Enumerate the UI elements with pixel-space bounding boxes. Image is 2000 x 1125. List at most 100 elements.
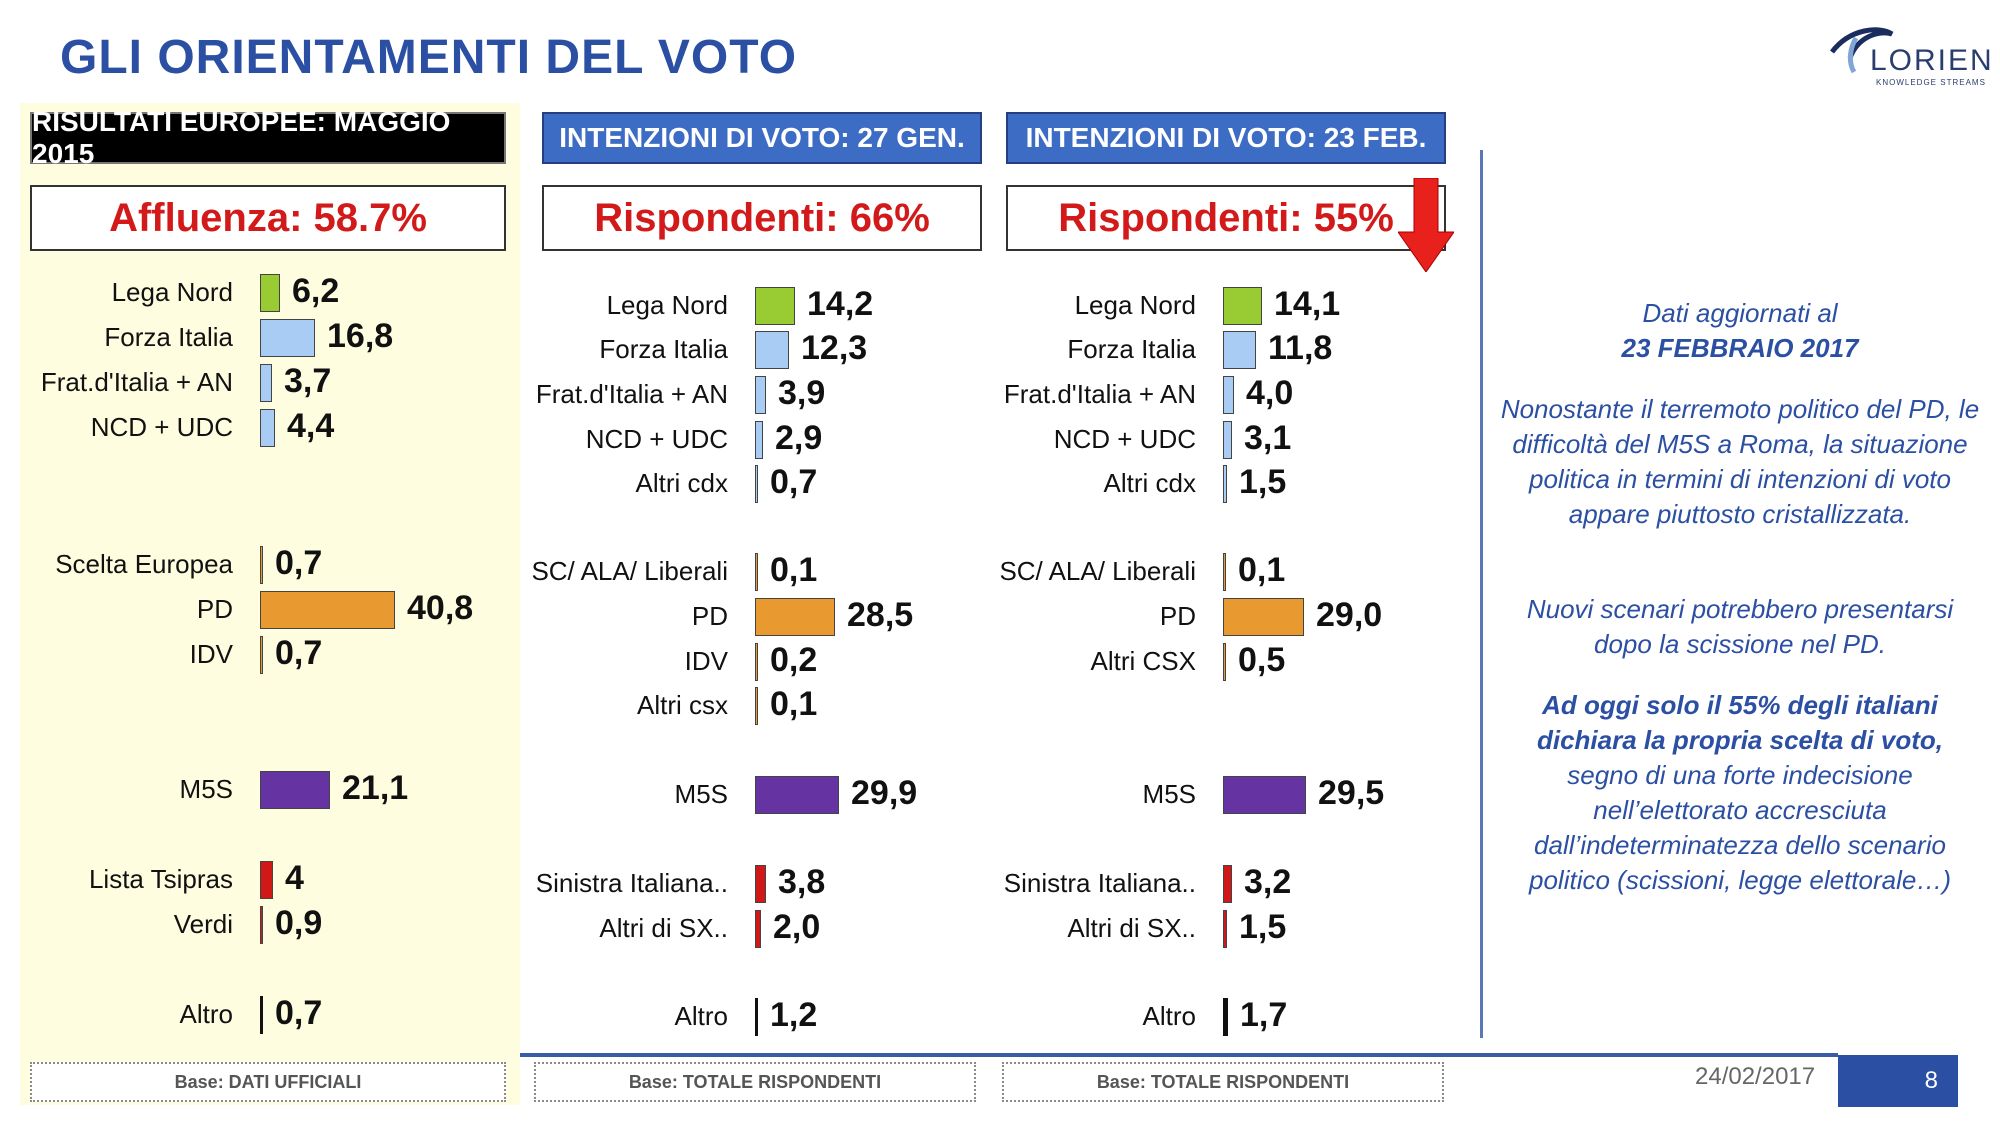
bar-value-label: 1,7 [1240, 996, 1288, 1034]
bar [1223, 287, 1262, 325]
party-label: Lega Nord [606, 290, 728, 320]
party-label: PD [1159, 601, 1196, 631]
party-label: PD [691, 601, 728, 631]
party-label: Altro [1142, 1001, 1196, 1031]
bar-value-label: 1,5 [1239, 908, 1287, 946]
col1-base: Base: DATI UFFICIALI [30, 1062, 506, 1102]
bar-value-label: 4,0 [1246, 374, 1294, 412]
page-title: GLI ORIENTAMENTI DEL VOTO [60, 31, 798, 84]
bar-value-label: 0,1 [770, 551, 818, 589]
bar-value-label: 0,7 [275, 994, 323, 1032]
bar [1223, 553, 1226, 591]
col1-header: RISULTATI EUROPEE: MAGGIO 2015 [30, 106, 506, 169]
decrease-arrow-icon [1398, 178, 1454, 272]
bar [260, 906, 263, 944]
bar [1223, 643, 1226, 681]
party-label: Altro [179, 999, 233, 1029]
col3-base: Base: TOTALE RISPONDENTI [1002, 1062, 1444, 1102]
bar [755, 998, 758, 1036]
party-label: Altri cdx [1103, 468, 1196, 498]
logo-tagline: KNOWLEDGE STREAMS [1876, 78, 1986, 87]
note-scenarios: Nuovi scenari potrebbero presentarsi dop… [1526, 594, 1954, 659]
bar [755, 331, 789, 369]
bar [755, 910, 761, 948]
bar-value-label: 3,7 [284, 362, 332, 400]
bar [1223, 421, 1232, 459]
bar-value-label: 40,8 [407, 589, 474, 627]
party-label: M5S [179, 774, 233, 804]
party-label: Altri cdx [635, 468, 728, 498]
bar-value-label: 16,8 [327, 317, 394, 355]
bar-value-label: 3,9 [778, 374, 826, 412]
party-label: Altri di SX.. [1067, 913, 1196, 943]
bar [260, 996, 263, 1034]
bar [1223, 910, 1227, 948]
bar [755, 287, 795, 325]
party-label: Forza Italia [599, 334, 728, 364]
col3-subtitle: Rispondenti: 55% [1006, 185, 1446, 251]
bar [1223, 376, 1234, 414]
bar-value-label: 4,4 [287, 407, 335, 445]
party-label: IDV [684, 646, 728, 676]
note-updated-date: 23 FEBBRAIO 2017 [1621, 333, 1859, 363]
page-number: 8 [1838, 1055, 1958, 1107]
note-undecided-rest: segno di una forte indecisione nell’elet… [1529, 760, 1951, 895]
bar-value-label: 11,8 [1268, 329, 1333, 367]
bar [1223, 776, 1306, 814]
lorien-logo: LORIEN KNOWLEDGE STREAMS [1820, 18, 2000, 93]
party-label: Frat.d'Italia + AN [1003, 379, 1196, 409]
bar-value-label: 0,7 [275, 634, 323, 672]
party-label: Altro [674, 1001, 728, 1031]
col2-base: Base: TOTALE RISPONDENTI [534, 1062, 976, 1102]
col2-subtitle: Rispondenti: 66% [542, 185, 982, 251]
bar-value-label: 4 [285, 859, 304, 897]
bar [1223, 331, 1256, 369]
party-label: PD [196, 594, 233, 624]
bar-value-label: 0,7 [770, 463, 818, 501]
party-label: Lega Nord [111, 277, 233, 307]
bar-value-label: 6,2 [292, 272, 340, 310]
bar [1223, 465, 1227, 503]
note-undecided: Ad oggi solo il 55% degli italiani dichi… [1500, 688, 1980, 898]
party-label: Altri di SX.. [599, 913, 728, 943]
note-undecided-bold: Ad oggi solo il 55% degli italiani dichi… [1536, 690, 1943, 755]
party-label: M5S [1142, 779, 1196, 809]
bar-value-label: 2,0 [773, 908, 821, 946]
party-label: Forza Italia [104, 322, 233, 352]
bar-value-label: 14,1 [1274, 285, 1341, 323]
note-updated: Dati aggiornati al 23 FEBBRAIO 2017 [1500, 296, 1980, 366]
party-label: NCD + UDC [1053, 424, 1196, 454]
bar-value-label: 0,5 [1238, 641, 1286, 679]
party-label: M5S [674, 779, 728, 809]
bar-value-label: 14,2 [807, 285, 874, 323]
bar [260, 861, 273, 899]
bar [260, 274, 280, 312]
bar-value-label: 3,1 [1244, 419, 1292, 457]
bar [755, 598, 835, 636]
party-label: SC/ ALA/ Liberali [531, 556, 728, 586]
party-label: Forza Italia [1067, 334, 1196, 364]
bar [260, 319, 315, 357]
lorien-swirl-icon [1830, 27, 1894, 74]
party-label: Verdi [173, 909, 233, 939]
party-label: Frat.d'Italia + AN [535, 379, 728, 409]
bar [1223, 598, 1304, 636]
bar [1223, 998, 1228, 1036]
party-label: NCD + UDC [90, 412, 233, 442]
bar-value-label: 0,2 [770, 641, 818, 679]
bar [755, 376, 766, 414]
col3-header: INTENZIONI DI VOTO: 23 FEB. [1006, 112, 1446, 164]
bar [755, 421, 763, 459]
bar-value-label: 3,2 [1244, 863, 1292, 901]
bar-value-label: 0,9 [275, 904, 323, 942]
col2-header: INTENZIONI DI VOTO: 27 GEN. [542, 112, 982, 164]
bar [260, 364, 272, 402]
party-label: Altri CSX [1090, 646, 1196, 676]
party-label: Sinistra Italiana.. [535, 868, 728, 898]
party-label: Sinistra Italiana.. [1003, 868, 1196, 898]
bar [260, 546, 263, 584]
party-label: IDV [189, 639, 233, 669]
bar-value-label: 28,5 [847, 596, 914, 634]
note-situation: Nonostante il terremoto politico del PD,… [1500, 394, 1980, 529]
bar [1223, 865, 1232, 903]
